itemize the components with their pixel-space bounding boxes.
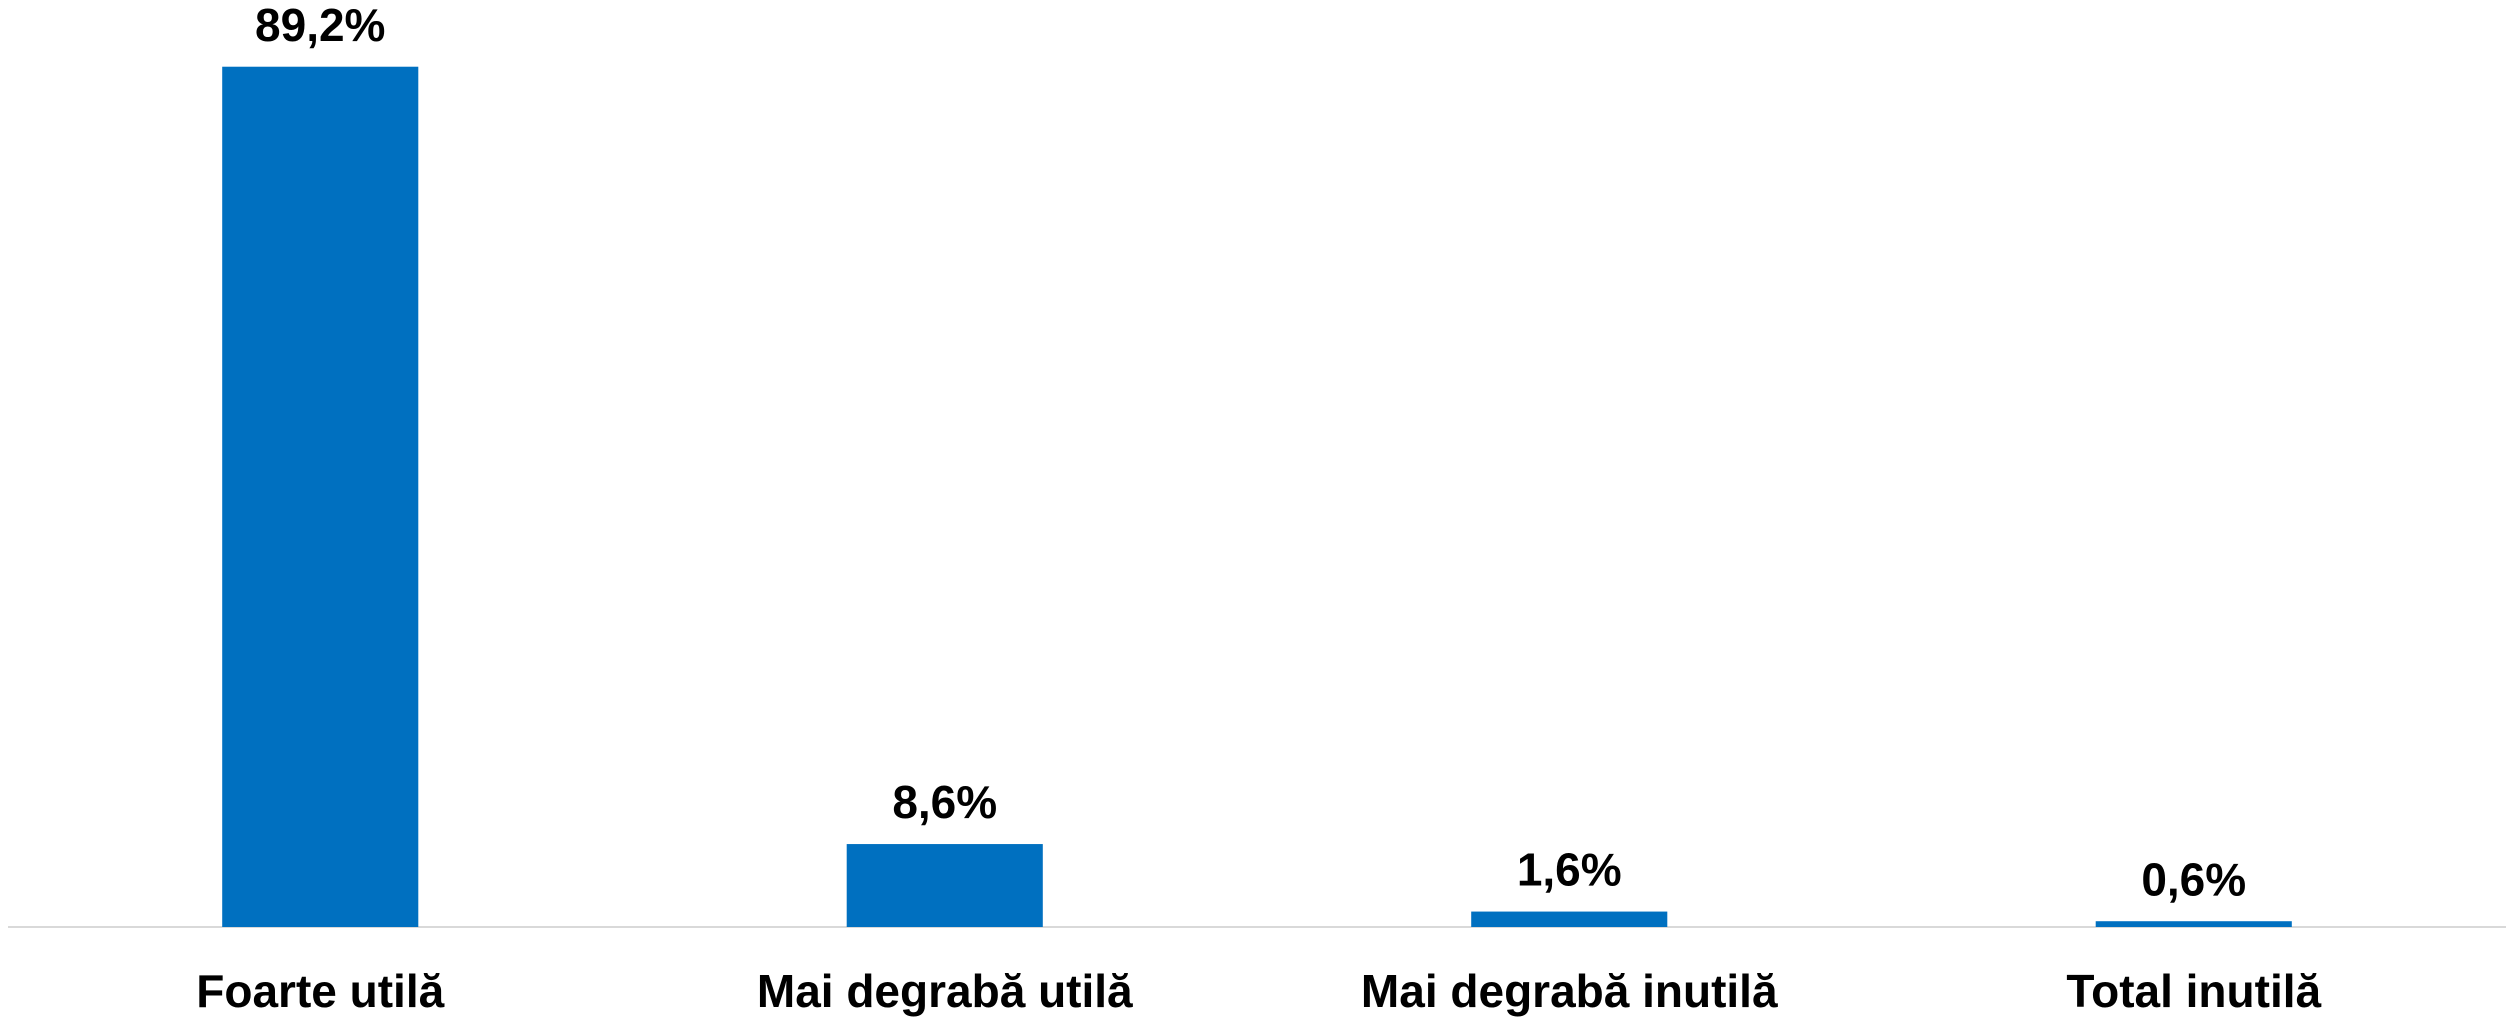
bar <box>2095 921 2292 927</box>
x-tick-label: Foarte utilă <box>196 965 444 1017</box>
data-label: 1,6% <box>1517 844 1622 896</box>
x-tick-label: Mai degrabă inutilă <box>1361 965 1778 1017</box>
bar <box>222 66 419 927</box>
data-label: 8,6% <box>892 776 997 828</box>
data-label: 0,6% <box>2141 853 2246 905</box>
data-label: 89,2% <box>255 0 385 51</box>
bar <box>846 844 1043 927</box>
x-tick-label: Mai degrabă utilă <box>757 965 1133 1017</box>
bar <box>1471 911 1668 927</box>
x-tick-label: Total inutilă <box>2066 965 2321 1017</box>
